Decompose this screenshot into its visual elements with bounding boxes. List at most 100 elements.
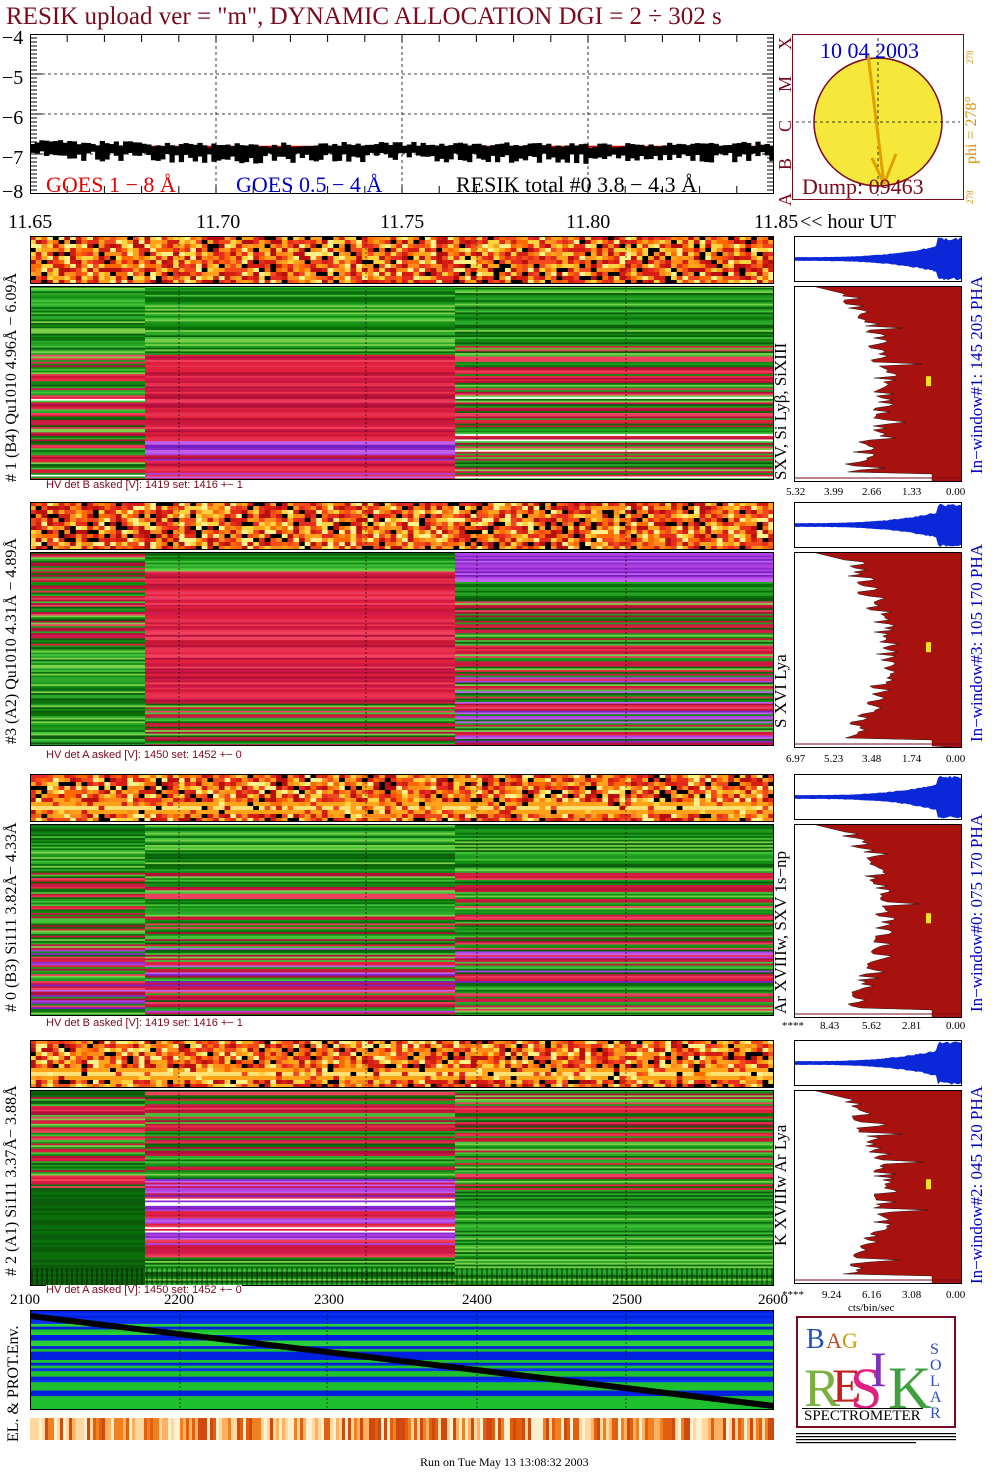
- strip-cell: [728, 526, 735, 531]
- strip-cell: [608, 530, 615, 535]
- strip-cell: [92, 778, 100, 783]
- spec-row: [145, 696, 455, 699]
- strip-cell: [224, 510, 231, 515]
- strip-cell: [241, 256, 248, 261]
- strip-cell: [510, 252, 517, 257]
- strip-cell: [436, 542, 443, 547]
- strip-cell: [92, 534, 100, 539]
- strip-cell: [121, 794, 128, 799]
- strip-cell: [493, 794, 500, 799]
- strip-cell: [670, 782, 678, 787]
- strip-cell: [676, 276, 683, 281]
- strip-cell: [155, 510, 163, 515]
- strip-cell: [453, 782, 460, 787]
- strip-cell: [70, 790, 77, 795]
- strip-cell: [344, 276, 351, 281]
- strip-cell: [75, 252, 83, 257]
- strip-cell: [625, 782, 632, 787]
- strip-cell: [138, 240, 145, 245]
- strip-frame: [30, 502, 774, 550]
- strip-cell: [613, 542, 620, 547]
- strip-cell: [745, 778, 752, 783]
- strip-cell: [739, 790, 746, 795]
- strip-cell: [121, 260, 128, 265]
- resik-total-point: [243, 145, 250, 163]
- strip-cell: [367, 774, 374, 779]
- strip-cell: [384, 790, 392, 795]
- strip-cell: [716, 778, 723, 783]
- strip-cell: [230, 502, 237, 507]
- strip-cell: [218, 240, 226, 245]
- strip-cell: [213, 252, 220, 257]
- strip-cell: [30, 236, 37, 241]
- strip-cell: [539, 538, 546, 543]
- strip-cell: [350, 534, 357, 539]
- strip-cell: [321, 778, 329, 783]
- strip-cell: [213, 798, 220, 803]
- strip-cell: [133, 538, 140, 543]
- spec-row: [145, 671, 455, 675]
- strip-cell: [739, 264, 746, 269]
- strip-cell: [516, 538, 523, 543]
- strip-cell: [733, 774, 741, 779]
- strip-cell: [321, 782, 329, 787]
- strip-cell: [550, 248, 558, 253]
- strip-cell: [762, 502, 769, 507]
- spec-row: [30, 474, 145, 477]
- strip-cell: [104, 530, 111, 535]
- strip-cell: [241, 534, 248, 539]
- strip-cell: [739, 794, 746, 799]
- strip-cell: [751, 790, 758, 795]
- spec-row: [145, 599, 455, 602]
- spec-row: [30, 437, 145, 440]
- strip-cell: [699, 514, 706, 519]
- strip-cell: [356, 774, 363, 779]
- strip-cell: [670, 794, 678, 799]
- spec-row: [455, 724, 774, 727]
- strip-cell: [459, 248, 466, 253]
- strip-cell: [482, 244, 489, 249]
- strip-cell: [41, 786, 48, 791]
- spec-row: [455, 425, 774, 428]
- strip-cell: [281, 280, 289, 284]
- strip-cell: [379, 240, 386, 245]
- spec-row: [145, 590, 455, 593]
- strip-cell: [201, 790, 208, 795]
- strip-cell: [167, 260, 174, 265]
- strip-cell: [247, 244, 254, 249]
- spec-row: [30, 721, 145, 724]
- strip-cell: [585, 518, 592, 523]
- strip-cell: [510, 256, 517, 261]
- strip-cell: [699, 280, 706, 284]
- strip-cell: [676, 786, 683, 791]
- spec-row: [455, 654, 774, 657]
- strip-cell: [253, 264, 260, 269]
- strip-cell: [510, 786, 517, 791]
- strip-cell: [41, 774, 48, 779]
- strip-cell: [464, 272, 472, 277]
- strip-cell: [361, 514, 369, 519]
- strip-cell: [81, 786, 88, 791]
- strip-cell: [522, 542, 529, 547]
- strip-cell: [533, 276, 540, 281]
- spec-row: [145, 420, 455, 423]
- spec-row: [30, 412, 145, 416]
- strip-cell: [716, 526, 723, 531]
- strip-cell: [138, 264, 145, 269]
- strip-cell: [493, 510, 500, 515]
- strip-cell: [602, 272, 609, 277]
- strip-cell: [144, 534, 151, 539]
- resik-total-point: [434, 145, 440, 162]
- strip-cell: [178, 514, 186, 519]
- strip-cell: [556, 272, 563, 277]
- spec-row: [145, 677, 455, 680]
- strip-cell: [258, 778, 266, 783]
- strip-cell: [224, 798, 231, 803]
- strip-cell: [224, 778, 231, 783]
- strip-cell: [442, 786, 449, 791]
- strip-cell: [190, 272, 197, 277]
- strip-cell: [705, 244, 712, 249]
- spec-row: [145, 574, 455, 578]
- spec-frame: [30, 552, 774, 746]
- strip-cell: [545, 534, 552, 539]
